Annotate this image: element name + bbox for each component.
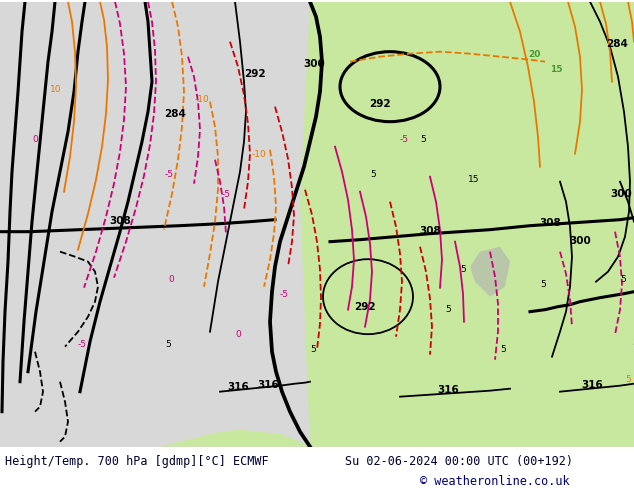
Text: 5: 5 xyxy=(625,375,631,384)
Text: 292: 292 xyxy=(354,302,376,312)
Text: 15: 15 xyxy=(468,174,479,184)
Text: 284: 284 xyxy=(164,109,186,119)
Text: 5: 5 xyxy=(460,265,466,274)
Polygon shape xyxy=(300,1,634,447)
Polygon shape xyxy=(470,246,510,296)
Text: 5: 5 xyxy=(165,340,171,349)
Text: © weatheronline.co.uk: © weatheronline.co.uk xyxy=(420,475,569,489)
Text: 0: 0 xyxy=(235,330,241,339)
Text: -5: -5 xyxy=(222,190,231,198)
Text: 5: 5 xyxy=(500,344,506,354)
Text: 300: 300 xyxy=(610,189,632,198)
Text: 292: 292 xyxy=(244,69,266,79)
Text: 316: 316 xyxy=(581,380,603,390)
Text: 15: 15 xyxy=(550,65,562,74)
Text: 292: 292 xyxy=(369,98,391,109)
Text: 20: 20 xyxy=(528,49,540,59)
Text: 300: 300 xyxy=(569,236,591,245)
Text: 308: 308 xyxy=(419,226,441,236)
Text: Su 02-06-2024 00:00 UTC (00+192): Su 02-06-2024 00:00 UTC (00+192) xyxy=(345,456,573,468)
Text: -10: -10 xyxy=(252,149,267,159)
Text: -5: -5 xyxy=(165,170,174,179)
Text: 5: 5 xyxy=(420,135,426,144)
Text: 316: 316 xyxy=(437,385,459,394)
Text: 300: 300 xyxy=(303,59,325,69)
Text: 316: 316 xyxy=(227,382,249,392)
Text: 0: 0 xyxy=(168,275,174,284)
Text: -5: -5 xyxy=(280,290,289,299)
Polygon shape xyxy=(160,430,310,447)
Text: -5: -5 xyxy=(400,135,409,144)
Text: -10: -10 xyxy=(195,95,210,104)
Polygon shape xyxy=(540,17,610,57)
Text: 308: 308 xyxy=(109,216,131,226)
Text: Height/Temp. 700 hPa [gdmp][°C] ECMWF: Height/Temp. 700 hPa [gdmp][°C] ECMWF xyxy=(5,456,269,468)
Text: 0: 0 xyxy=(32,135,38,144)
Polygon shape xyxy=(460,49,590,112)
Text: 10: 10 xyxy=(50,85,61,94)
Text: 5: 5 xyxy=(310,344,316,354)
Text: 5: 5 xyxy=(445,305,451,314)
Text: 284: 284 xyxy=(606,39,628,49)
Text: 5: 5 xyxy=(370,170,376,179)
Text: 316: 316 xyxy=(257,380,279,390)
Text: 5: 5 xyxy=(620,275,626,284)
Text: 308: 308 xyxy=(539,218,561,228)
Text: -5: -5 xyxy=(78,340,87,349)
Text: 5: 5 xyxy=(540,280,546,289)
